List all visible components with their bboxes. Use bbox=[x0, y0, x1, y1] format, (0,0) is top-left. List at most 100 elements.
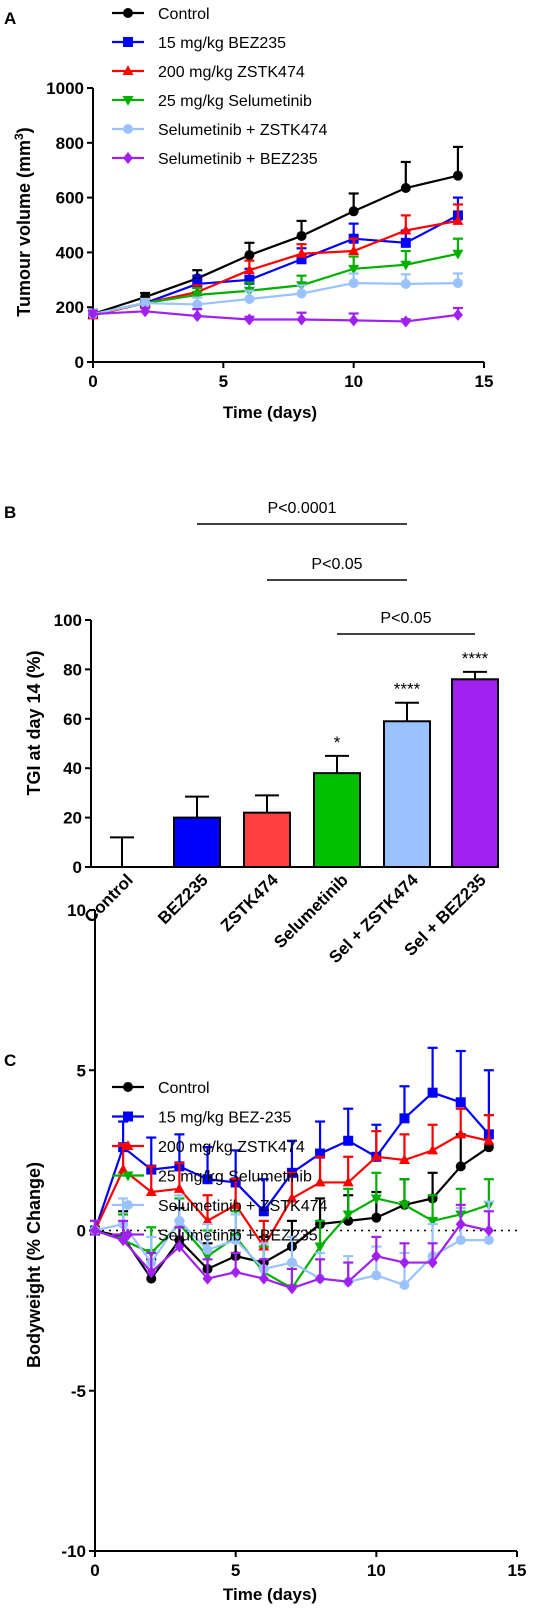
data-point bbox=[230, 1199, 242, 1209]
legend-label: Selumetinib + ZSTK474 bbox=[158, 1198, 328, 1215]
y-tick-label: 0 bbox=[77, 1222, 86, 1241]
data-point bbox=[400, 183, 411, 194]
legend-marker bbox=[123, 37, 133, 47]
data-point bbox=[455, 1218, 466, 1231]
legend-marker bbox=[123, 8, 133, 18]
data-point bbox=[286, 1257, 297, 1268]
data-point bbox=[192, 299, 203, 310]
data-point bbox=[370, 1151, 382, 1161]
data-point bbox=[174, 1240, 185, 1253]
data-point bbox=[173, 1183, 185, 1193]
legend-label: Selumetinib + ZSTK474 bbox=[158, 122, 328, 139]
data-point bbox=[140, 305, 151, 318]
data-point bbox=[371, 1250, 382, 1263]
significance-marker: **** bbox=[462, 649, 489, 668]
data-point bbox=[400, 237, 411, 248]
data-point bbox=[90, 1224, 100, 1237]
data-point bbox=[258, 1206, 269, 1217]
legend-marker bbox=[122, 65, 134, 75]
y-tick-label: 10 bbox=[67, 901, 86, 920]
bar bbox=[173, 816, 221, 868]
legend-marker bbox=[123, 124, 133, 134]
category-label: BEZ235 bbox=[154, 870, 212, 928]
series-6 bbox=[88, 305, 463, 328]
category-label: Control bbox=[81, 870, 137, 926]
x-tick-label: 5 bbox=[219, 372, 228, 391]
legend-label: Selumetinib + BEZ235 bbox=[158, 151, 318, 168]
data-point bbox=[145, 1186, 157, 1197]
data-point bbox=[296, 248, 308, 258]
y-tick-label: -5 bbox=[71, 1382, 86, 1401]
data-point bbox=[244, 293, 255, 304]
data-point bbox=[348, 314, 359, 327]
data-point bbox=[88, 308, 98, 321]
data-point bbox=[427, 1144, 439, 1155]
legend-marker bbox=[123, 1200, 133, 1210]
data-point bbox=[371, 1212, 382, 1223]
data-point bbox=[314, 1242, 326, 1253]
legend-label: 25 mg/kg Selumetinib bbox=[158, 93, 312, 110]
panel-label-c: C bbox=[4, 1051, 16, 1070]
comparison-p-value: P<0.05 bbox=[380, 610, 431, 627]
data-point bbox=[202, 1244, 213, 1255]
data-point bbox=[343, 1275, 354, 1288]
chart-a-xlabel: Time (days) bbox=[223, 403, 317, 422]
data-point bbox=[400, 224, 412, 235]
data-point bbox=[371, 1270, 382, 1281]
y-tick-label: -10 bbox=[61, 1542, 86, 1561]
chart-a-ylabel: Tumour volume (mm3) bbox=[12, 127, 34, 316]
data-point bbox=[286, 1282, 297, 1295]
comparison-p-value: P<0.0001 bbox=[268, 500, 337, 517]
data-point bbox=[348, 264, 360, 275]
data-point bbox=[348, 278, 359, 289]
data-point bbox=[286, 1192, 298, 1203]
data-point bbox=[296, 313, 307, 326]
y-tick-label: 80 bbox=[63, 660, 82, 679]
data-point bbox=[452, 215, 464, 225]
chart-b-ylabel: TGI at day 14 (%) bbox=[24, 650, 44, 795]
data-point bbox=[202, 1252, 214, 1262]
bar bbox=[451, 678, 499, 869]
y-tick-label: 0 bbox=[73, 858, 82, 877]
data-point bbox=[243, 264, 255, 275]
data-point bbox=[400, 315, 411, 328]
y-tick-label: 200 bbox=[56, 298, 84, 317]
data-point bbox=[455, 1128, 467, 1139]
data-point bbox=[348, 245, 360, 256]
series-line bbox=[92, 281, 458, 316]
data-point bbox=[192, 278, 203, 289]
legend-label: Control bbox=[158, 1080, 210, 1097]
data-point bbox=[342, 1210, 354, 1221]
y-tick-label: 60 bbox=[63, 710, 82, 729]
data-point bbox=[230, 1235, 241, 1246]
y-tick-label: 400 bbox=[56, 243, 84, 262]
x-tick-label: 15 bbox=[508, 1561, 527, 1580]
data-point bbox=[342, 1176, 354, 1187]
data-point bbox=[202, 1272, 213, 1285]
legend-marker bbox=[123, 152, 133, 164]
data-point bbox=[348, 206, 359, 217]
data-point bbox=[191, 290, 203, 301]
series-line bbox=[92, 252, 459, 316]
data-point bbox=[455, 1097, 466, 1108]
series-6 bbox=[90, 1203, 494, 1295]
data-point bbox=[427, 1216, 439, 1227]
data-point bbox=[315, 1272, 326, 1285]
data-point bbox=[315, 1148, 326, 1159]
data-point bbox=[174, 1215, 185, 1226]
data-point bbox=[343, 1135, 354, 1146]
legend-marker bbox=[123, 1111, 133, 1122]
data-point bbox=[452, 278, 463, 289]
y-tick-label: 5 bbox=[77, 1061, 86, 1080]
series-line bbox=[92, 310, 459, 323]
legend-label: 25 mg/kg Selumetinib bbox=[158, 1169, 312, 1186]
data-point bbox=[483, 1135, 495, 1145]
x-tick-label: 10 bbox=[367, 1561, 386, 1580]
legend-label: 200 mg/kg ZSTK474 bbox=[158, 64, 305, 81]
legend-marker bbox=[122, 1140, 134, 1150]
y-tick-label: 600 bbox=[56, 189, 84, 208]
legend-label: 200 mg/kg ZSTK474 bbox=[158, 1139, 305, 1156]
y-tick-label: 100 bbox=[54, 611, 82, 630]
legend: Control 15 mg/kg BEZ235 200 mg/kg ZSTK474 2… bbox=[112, 6, 328, 168]
